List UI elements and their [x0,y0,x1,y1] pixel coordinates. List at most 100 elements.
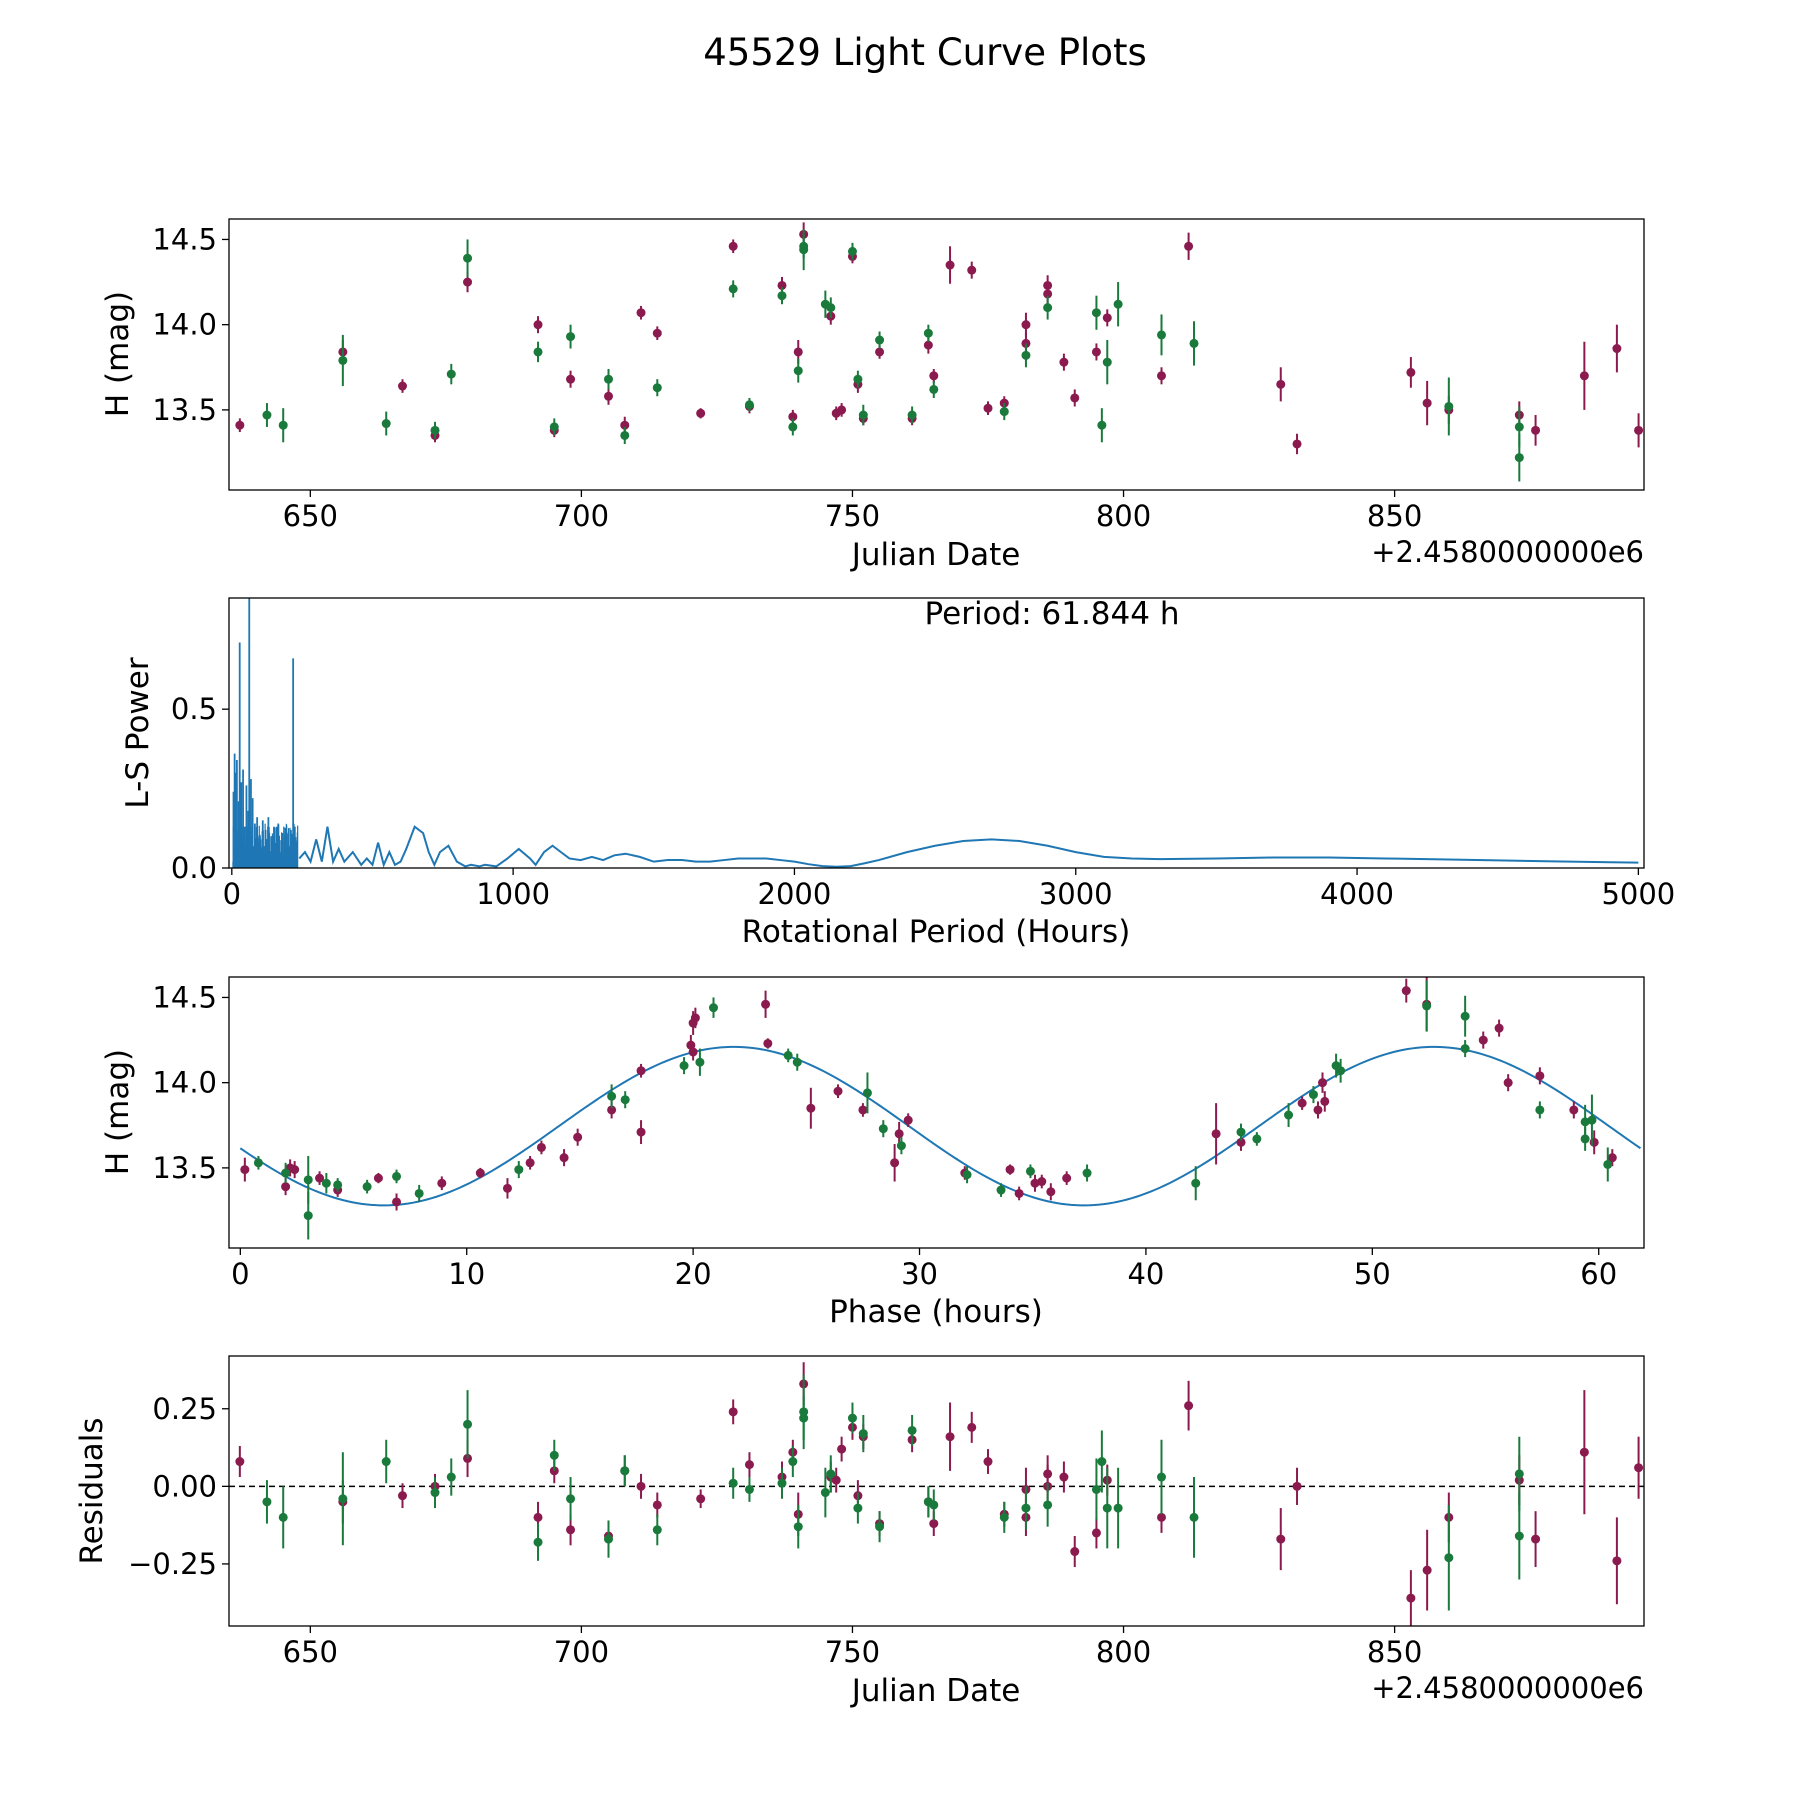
figure-title: 45529 Light Curve Plots [703,31,1147,74]
residuals-point-o [967,1422,977,1432]
light-curve-point-o [1292,439,1302,449]
light-curve-point-c [1514,422,1524,432]
residuals-point-o [1059,1472,1069,1482]
residuals-point-c [799,1413,809,1423]
residuals-point-c [1091,1484,1101,1494]
residuals-point-o [1422,1565,1432,1575]
periodogram-xtick-label: 5000 [1601,877,1675,911]
phase-fold-point-o [1014,1188,1024,1198]
phase-fold-point-c [1236,1127,1246,1137]
phase-fold-point-o [1494,1023,1504,1033]
phase-fold-xtick-label: 60 [1580,1257,1617,1291]
residuals-point-o [831,1475,841,1485]
phase-fold-point-o [1297,1098,1307,1108]
light-curve-point-o [1406,367,1416,377]
residuals-point-c [847,1413,857,1423]
residuals-x-offset: +2.4580000000e6 [1371,1671,1644,1705]
residuals-point-o [1070,1547,1080,1557]
light-curve-point-c [1021,350,1031,360]
phase-fold-point-o [502,1183,512,1193]
residuals-point-c [604,1534,614,1544]
light-curve-marks [235,222,1644,482]
light-curve-x-offset: +2.4580000000e6 [1371,535,1644,569]
phase-fold-point-o [636,1066,646,1076]
phase-fold-point-c [862,1088,872,1098]
residuals-point-c [1156,1472,1166,1482]
phase-fold-point-c [1422,1001,1432,1011]
phase-fold-point-c [620,1095,630,1105]
light-curve-point-c [788,422,798,432]
residuals-point-c [999,1512,1009,1522]
light-curve-point-c [278,420,288,430]
phase-fold-ytick-label: 14.5 [152,980,217,1014]
light-curve-ytick-label: 13.5 [152,393,217,427]
phase-fold-point-o [763,1038,773,1048]
residuals-point-o [636,1481,646,1491]
phase-fold-point-c [1535,1105,1545,1115]
residuals-point-c [793,1522,803,1532]
residuals-point-o [983,1457,993,1467]
periodogram-xlabel: Rotational Period (Hours) [742,914,1131,950]
phase-fold-point-o [525,1158,535,1168]
light-curve-point-c [652,383,662,393]
phase-fold-xtick-label: 0 [231,1257,249,1291]
light-curve-point-c [728,284,738,294]
phase-fold-point-o [1607,1153,1617,1163]
residuals-point-o [1091,1528,1101,1538]
residuals-point-o [1531,1534,1541,1544]
phase-fold-point-o [475,1168,485,1178]
light-curve-point-o [636,308,646,318]
phase-fold-point-o [833,1086,843,1096]
residuals-point-c [262,1497,272,1507]
light-curve-point-o [1091,347,1101,357]
residuals-point-o [397,1491,407,1501]
period-annotation: Period: 61.844 h [925,596,1180,632]
light-curve-point-o [945,260,955,270]
light-curve-point-o [652,328,662,338]
light-curve-point-o [235,420,245,430]
residuals-point-c [728,1478,738,1488]
phase-fold-point-o [573,1132,583,1142]
phase-fold-point-c [253,1158,263,1168]
light-curve-point-o [533,320,543,330]
residuals-point-c [338,1494,348,1504]
residuals-point-c [777,1478,787,1488]
light-curve-point-o [1070,393,1080,403]
phase-fold-point-o [1478,1035,1488,1045]
phase-fold-point-o [690,1013,700,1023]
residuals-point-c [875,1522,885,1532]
residuals-point-c [381,1457,391,1467]
light-curve-point-o [967,265,977,275]
residuals-point-c [858,1429,868,1439]
light-curve-xtick-label: 650 [283,499,338,533]
phase-fold-point-c [1603,1159,1613,1169]
light-curve-xtick-label: 750 [825,499,880,533]
phase-fold-point-c [996,1185,1006,1195]
phase-fold-point-c [695,1057,705,1067]
periodogram-ytick-label: 0.5 [171,692,217,726]
light-curve-point-c [929,384,939,394]
residuals-point-c [929,1500,939,1510]
residuals-point-c [1021,1503,1031,1513]
light-curve-point-o [696,408,706,418]
light-curve-point-c [1444,401,1454,411]
light-curve-ylabel: H (mag) [100,291,136,417]
phase-fold-xtick-label: 50 [1354,1257,1391,1291]
phase-fold-point-o [373,1173,383,1183]
residuals-point-o [1579,1447,1589,1457]
light-curve-point-c [826,303,836,313]
light-curve-point-o [1579,371,1589,381]
residuals-xtick-label: 800 [1096,1635,1151,1669]
residuals-point-c [788,1457,798,1467]
phase-fold-point-o [437,1178,447,1188]
residuals-point-o [1612,1556,1622,1566]
periodogram-panel: 0 1000 2000 3000 4000 5000 0.0 0.5 Period: 61.8… [120,596,1675,950]
phase-fold-point-c [303,1175,313,1185]
residuals-point-o [744,1460,754,1470]
light-curve-point-o [397,381,407,391]
light-curve-point-o [1184,241,1194,251]
phase-fold-point-c [878,1124,888,1134]
residuals-marks [229,1362,1644,1626]
residuals-point-c [820,1488,830,1498]
light-curve-point-c [744,400,754,410]
